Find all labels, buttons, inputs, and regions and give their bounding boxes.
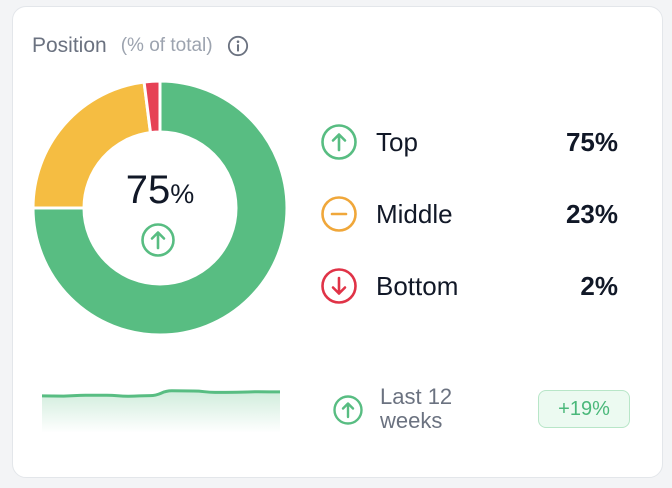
legend-item-top: Top 75% bbox=[320, 121, 618, 163]
donut-slice-bottom bbox=[142, 80, 162, 135]
change-badge: +19% bbox=[538, 390, 630, 428]
sparkline-line bbox=[42, 389, 280, 398]
legend-value-top: 75% bbox=[565, 126, 618, 157]
info-icon[interactable] bbox=[227, 35, 249, 57]
legend-item-bottom: Bottom 2% bbox=[320, 265, 618, 307]
center-value-number: 75 bbox=[125, 168, 171, 212]
trend-label: Last 12 weeks bbox=[380, 384, 453, 433]
center-value: 75% bbox=[32, 168, 288, 213]
donut-chart bbox=[32, 80, 288, 336]
arrow-down-circle-icon bbox=[321, 268, 357, 304]
card-header: Position (% of total) bbox=[32, 34, 249, 58]
legend-label-bottom: Bottom bbox=[376, 270, 459, 301]
legend-item-middle: Middle 23% bbox=[320, 193, 618, 235]
legend-value-middle: 23% bbox=[565, 198, 618, 229]
legend-value-bottom: 2% bbox=[580, 270, 618, 301]
donut-slice-top bbox=[32, 80, 288, 336]
legend-label-top: Top bbox=[376, 126, 418, 157]
center-value-unit: % bbox=[170, 179, 195, 209]
arrow-up-circle-icon bbox=[141, 223, 175, 257]
sparkline-chart bbox=[42, 389, 280, 433]
minus-circle-icon bbox=[321, 196, 357, 232]
sparkline-area bbox=[42, 390, 280, 433]
card-subtitle: (% of total) bbox=[120, 35, 213, 56]
arrow-up-circle-icon bbox=[321, 124, 357, 160]
legend-label-middle: Middle bbox=[376, 198, 453, 229]
arrow-up-circle-icon bbox=[333, 395, 363, 425]
card-title: Position bbox=[32, 34, 107, 57]
